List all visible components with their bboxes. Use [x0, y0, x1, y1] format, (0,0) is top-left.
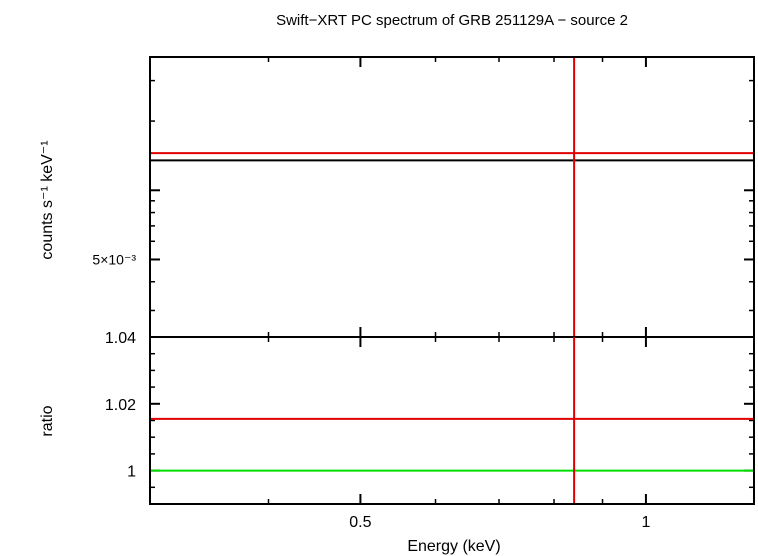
spectrum-panel: 5×10⁻³	[92, 56, 755, 338]
ratio-frame	[149, 336, 755, 505]
x-tick-label: 1	[641, 514, 650, 531]
ratio-y-tick-label: 1.04	[105, 330, 136, 347]
spectrum-y-label: counts s⁻¹ keV⁻¹	[39, 140, 56, 259]
spectrum-y-tick-label: 5×10⁻³	[92, 251, 136, 267]
x-tick-label: 0.5	[349, 514, 371, 531]
ratio-y-tick-label: 1	[127, 464, 136, 481]
chart-title: Swift−XRT PC spectrum of GRB 251129A − s…	[276, 12, 628, 29]
ratio-y-label: ratio	[39, 405, 56, 436]
ratio-panel: 0.5 1 1.04 1.02 1	[105, 330, 755, 531]
spectrum-frame	[149, 56, 755, 338]
x-axis-label: Energy (keV)	[407, 538, 500, 555]
ratio-y-tick-label: 1.02	[105, 397, 136, 414]
